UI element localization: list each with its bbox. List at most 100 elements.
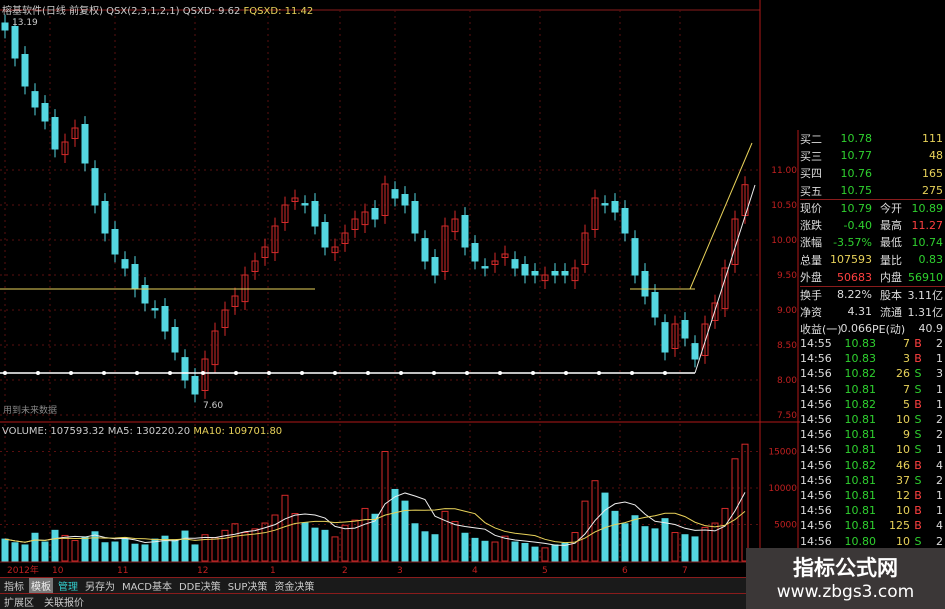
volume-bar (711, 522, 719, 562)
candle-body (501, 253, 509, 258)
date-label: 6 (622, 566, 628, 576)
volume-bar (291, 513, 299, 562)
support-dot (102, 371, 106, 375)
volume-bar (631, 515, 639, 562)
channel-upper-line (689, 142, 753, 290)
volume-bar (531, 546, 539, 562)
candle-body (161, 306, 169, 332)
date-label: 11 (117, 566, 128, 576)
volume-bar (271, 514, 279, 562)
candle-body (541, 274, 549, 282)
stat-row: 收益(一) 0.066 PE(动) 40.9 (800, 322, 943, 336)
candle-body (591, 197, 599, 230)
bid-row: 买五 10.75 275 (800, 184, 943, 198)
candle-body (121, 259, 129, 269)
volume-bar (331, 536, 339, 562)
candle-body (351, 218, 359, 230)
price-tick: 7.50 (777, 411, 797, 421)
date-label: 2 (342, 566, 348, 576)
support-dot (498, 371, 502, 375)
volume-tick: 15000 (768, 448, 797, 458)
volume-bar (91, 531, 99, 562)
volume-bar (211, 537, 219, 562)
tab-1[interactable]: 模板 (29, 578, 53, 593)
volume-bar (81, 536, 89, 562)
channel-lower-line (694, 184, 756, 374)
date-label: 1 (270, 566, 276, 576)
candle-body (21, 54, 29, 87)
watermark-title: 指标公式网 (793, 556, 898, 580)
candle-body (421, 238, 429, 262)
support-dot (564, 371, 568, 375)
tab-4[interactable]: MACD基本 (122, 582, 172, 593)
bottom-tab-1[interactable]: 关联报价 (44, 598, 84, 609)
low-label: 7.60 (203, 401, 224, 411)
support-dot (168, 371, 172, 375)
candle-body (231, 295, 239, 307)
volume-bar (721, 507, 729, 562)
stat-row: 涨跌 -0.40 最高 11.27 (800, 218, 943, 233)
candle-body (461, 215, 469, 248)
candle-body (61, 141, 69, 156)
tick-row: 14:56 10.81 12 B 1 (800, 488, 943, 502)
volume-bar (481, 540, 489, 562)
support-dot (36, 371, 40, 375)
candle-body (451, 218, 459, 233)
candle-body (311, 201, 319, 227)
tab-7[interactable]: 资金决策 (274, 582, 315, 593)
volume-bar (221, 529, 229, 562)
tab-0[interactable]: 指标 (4, 582, 24, 593)
candle-body (271, 225, 279, 254)
candle-body (661, 322, 669, 353)
volume-bar (171, 539, 179, 562)
volume-bar (51, 529, 59, 562)
candle-body (731, 218, 739, 265)
candle-body (291, 197, 299, 202)
volume-bar (551, 544, 559, 562)
volume-bar (351, 519, 359, 562)
tab-3[interactable]: 另存为 (85, 582, 115, 593)
tick-row: 14:56 10.82 5 B 1 (800, 397, 943, 411)
candle-body (51, 117, 59, 150)
support-dot (630, 371, 634, 375)
watermark: 指标公式网 www.zbgs3.com (746, 548, 945, 609)
tab-2[interactable]: 管理 (58, 582, 78, 593)
volume-bar (311, 527, 319, 562)
candle-body (601, 203, 609, 206)
candle-body (491, 260, 499, 265)
candle-body (381, 183, 389, 216)
tick-row: 14:56 10.81 10 B 1 (800, 504, 943, 518)
bottom-tab-0[interactable]: 扩展区 (4, 598, 34, 609)
tick-row: 14:56 10.80 10 S 2 (800, 534, 943, 548)
volume-bar (21, 544, 29, 562)
volume-bar (161, 535, 169, 562)
volume-bar (151, 538, 159, 562)
candle-body (211, 330, 219, 366)
candle-body (251, 260, 259, 272)
volume-bar (371, 513, 379, 562)
candle-body (471, 243, 479, 262)
volume-bar (611, 510, 619, 562)
volume-bar (421, 531, 429, 562)
tab-6[interactable]: SUP决策 (227, 582, 268, 593)
stat-row: 外盘 50683 内盘 56910 (800, 270, 943, 285)
support-dot (432, 371, 436, 375)
candle-body (641, 271, 649, 297)
candle-body (521, 264, 529, 276)
support-dot (597, 371, 601, 375)
candle-body (301, 203, 309, 206)
volume-bar (101, 542, 109, 562)
volume-bar (31, 532, 39, 562)
candle-body (671, 323, 679, 349)
volume-bar (361, 507, 369, 562)
price-tick: 8.50 (777, 341, 797, 351)
quote-panel: 买二 10.78 111 买三 10.77 48 买四 10.76 165 买五 10.75 275 现… (800, 130, 945, 338)
price-tick: 10.50 (771, 201, 797, 211)
candle-body (91, 168, 99, 206)
price-tick: 10.00 (771, 236, 797, 246)
tab-5[interactable]: DDE决策 (178, 582, 221, 593)
volume-bar (661, 518, 669, 562)
bid-row: 买三 10.77 48 (800, 149, 943, 163)
chart-title: 榕基软件(日线 前复权) QSX(2,3,1,2,1) QSXD: 9.62 F… (2, 6, 314, 17)
